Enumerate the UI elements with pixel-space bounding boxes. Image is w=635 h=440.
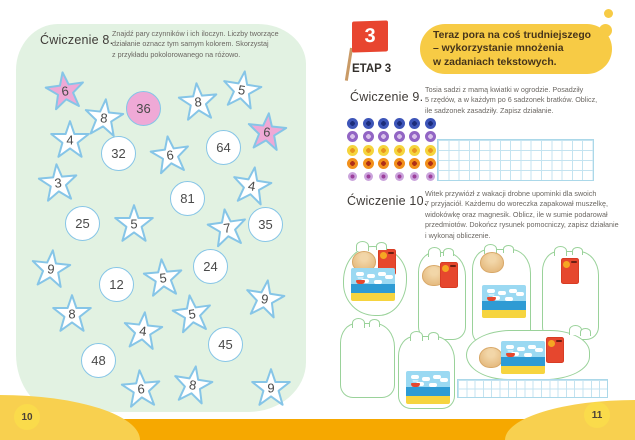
flower-icon (347, 144, 358, 156)
factor-star[interactable]: 4 (121, 309, 165, 351)
product-circle[interactable]: 24 (193, 249, 228, 284)
flower-icon (378, 157, 390, 169)
factor-star[interactable]: 3 (36, 161, 79, 202)
gift-bag[interactable] (343, 241, 407, 316)
flower-icon (393, 131, 405, 143)
product-circle[interactable]: 48 (81, 343, 116, 378)
gift-bag[interactable] (472, 244, 531, 345)
shell-icon (480, 252, 504, 273)
factor-star[interactable]: 5 (114, 204, 154, 242)
factor-star[interactable]: 5 (141, 256, 184, 297)
flower-icon (425, 131, 436, 143)
flower-icon (393, 118, 405, 129)
flower-icon (425, 118, 436, 129)
magnet-icon (546, 337, 564, 363)
exercise9-instruction: Tosia sadzi z mamą kwiatki w ogrodzie. P… (425, 85, 598, 115)
factor-star[interactable]: 9 (242, 276, 287, 320)
factor-star[interactable]: 7 (205, 205, 250, 248)
flower-array (347, 118, 442, 184)
exercise10-label: Ćwiczenie 10. (347, 194, 428, 208)
speech-bubble: Teraz pora na coś trudniejszego – wykorz… (420, 24, 612, 74)
flower-icon (347, 118, 358, 129)
flower-icon (409, 157, 421, 169)
product-circle[interactable]: 35 (248, 207, 283, 242)
speech-bubble-text: Teraz pora na coś trudniejszego – wykorz… (433, 29, 592, 68)
flower-icon (410, 172, 420, 182)
flower-icon (347, 157, 358, 169)
magnet-icon (440, 262, 458, 288)
shell-icon (479, 347, 503, 368)
exercise8-instruction: Znajdź pary czynników i ich iloczyn. Lic… (112, 29, 279, 59)
exercise10-instruction: Witek przywiózł z wakacji drobne upomink… (425, 189, 619, 240)
factor-star[interactable]: 9 (29, 247, 73, 289)
answer-grid-exercise10[interactable] (457, 379, 608, 398)
factor-star[interactable]: 8 (170, 362, 215, 406)
flower-icon (379, 172, 389, 182)
gift-bag[interactable] (340, 318, 395, 398)
factor-star[interactable]: 4 (229, 163, 274, 207)
flower-icon (409, 118, 421, 129)
flower-icon (393, 157, 405, 169)
product-circle[interactable]: 81 (170, 181, 205, 216)
exercise9-label: Ćwiczenie 9. (350, 90, 424, 104)
factor-star[interactable]: 8 (52, 294, 92, 332)
stage-label: ETAP 3 (352, 63, 392, 75)
flower-icon (378, 118, 390, 129)
flower-icon (426, 172, 435, 182)
gift-bag[interactable] (398, 331, 455, 409)
beach-icon (482, 285, 526, 318)
product-circle[interactable]: 32 (101, 136, 136, 171)
page-number-right: 11 (584, 402, 610, 428)
flower-icon (347, 131, 358, 143)
footer-bar (0, 419, 635, 440)
factor-star[interactable]: 5 (170, 291, 215, 334)
exercise8-label: Ćwiczenie 8. (40, 33, 114, 47)
flower-icon (394, 172, 404, 182)
flower-icon (348, 172, 357, 182)
factor-star[interactable]: 5 (219, 67, 264, 111)
factor-star[interactable]: 4 (50, 120, 90, 158)
answer-grid-exercise9[interactable] (437, 139, 594, 181)
factor-star[interactable]: 6 (43, 68, 88, 111)
factor-star[interactable]: 6 (245, 110, 289, 152)
flower-icon (425, 144, 436, 156)
flower-icon (393, 144, 405, 156)
bubble-dot-icon (599, 24, 612, 37)
flower-icon (362, 157, 374, 169)
beach-icon (501, 341, 545, 374)
page-number-left: 10 (14, 404, 40, 430)
product-circle[interactable]: 45 (208, 327, 243, 362)
beach-icon (351, 268, 395, 301)
bubble-dot-icon (604, 9, 613, 18)
product-circle[interactable]: 36 (126, 91, 161, 126)
factor-star[interactable]: 8 (82, 96, 126, 138)
magnet-icon (561, 258, 579, 284)
flower-icon (378, 131, 390, 143)
factor-star[interactable]: 9 (251, 368, 291, 406)
flower-icon (363, 172, 373, 182)
product-circle[interactable]: 12 (99, 267, 134, 302)
flower-icon (362, 144, 374, 156)
factor-star[interactable]: 8 (176, 80, 219, 121)
flag-icon: 3 (352, 20, 388, 53)
flower-icon (362, 118, 374, 129)
flower-icon (409, 144, 421, 156)
gift-bag[interactable] (418, 247, 466, 340)
flower-icon (378, 144, 390, 156)
factor-star[interactable]: 6 (148, 132, 193, 175)
flower-icon (425, 157, 436, 169)
factor-scatter: 6 8 8 5 4 6 6 3 4 5 7 9 5 9 8 5 4 6 8 9 36 32 64 81 25 35 12 24 45 48 (0, 0, 317, 440)
beach-icon (406, 371, 450, 404)
product-circle[interactable]: 25 (65, 206, 100, 241)
gift-bag[interactable] (466, 325, 592, 380)
product-circle[interactable]: 64 (206, 130, 241, 165)
flower-icon (409, 131, 421, 143)
flower-icon (362, 131, 374, 143)
factor-star[interactable]: 6 (119, 367, 162, 408)
